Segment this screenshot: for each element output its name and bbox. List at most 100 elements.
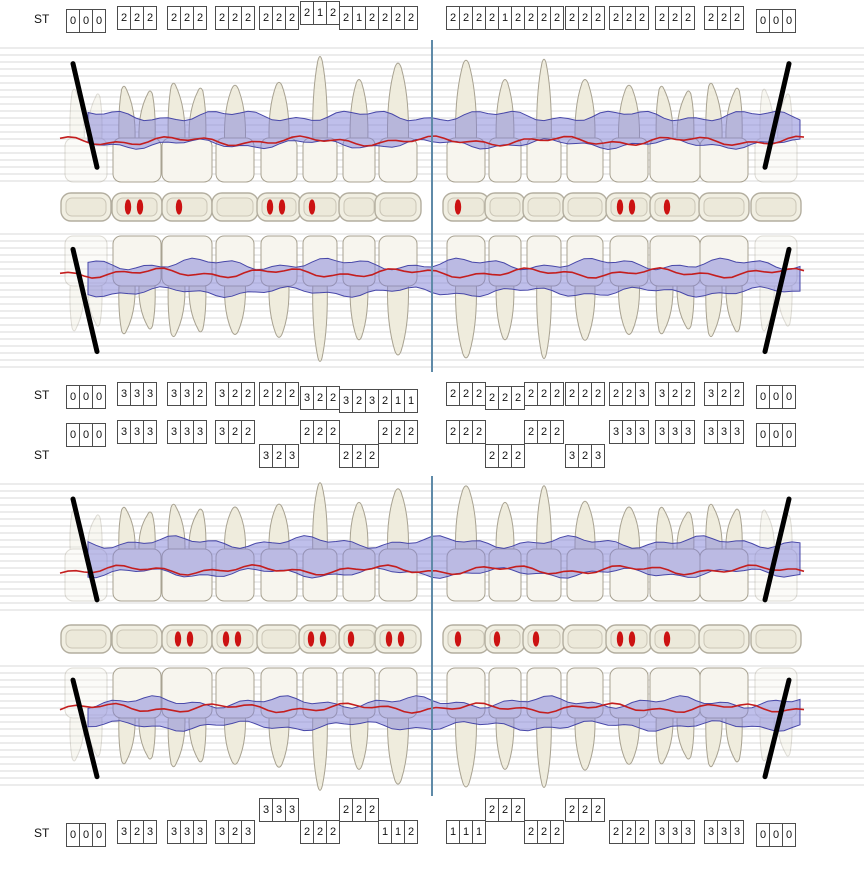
probing-depth-cell[interactable]: 3 — [272, 798, 286, 822]
probing-depth-cell[interactable]: 3 — [717, 820, 731, 844]
occlusal-surface-cell[interactable] — [111, 624, 163, 654]
probing-depth-cell[interactable]: 2 — [241, 6, 255, 30]
occlusal-surface-cell[interactable] — [605, 624, 653, 654]
probing-depth-cell[interactable]: 2 — [635, 6, 649, 30]
probing-depth-cell[interactable]: 2 — [565, 382, 579, 406]
probing-depth-cell[interactable]: 2 — [459, 6, 473, 30]
probing-depth-cell[interactable]: 2 — [485, 6, 499, 30]
probing-depth-cell[interactable]: 0 — [92, 823, 106, 847]
probing-depth-cell[interactable]: 2 — [326, 386, 340, 410]
probing-depth-cell[interactable]: 1 — [472, 820, 486, 844]
probing-depth-cell[interactable]: 2 — [498, 444, 512, 468]
probing-depth-cell[interactable]: 3 — [339, 389, 353, 413]
probing-depth-cell[interactable]: 3 — [143, 820, 157, 844]
probing-depth-cell[interactable]: 2 — [404, 820, 418, 844]
probing-depth-cell[interactable]: 0 — [782, 423, 796, 447]
occlusal-surface-cell[interactable] — [60, 192, 112, 222]
probing-depth-cell[interactable]: 3 — [730, 420, 744, 444]
probing-depth-cell[interactable]: 2 — [326, 1, 340, 25]
probing-depth-cell[interactable]: 0 — [66, 423, 80, 447]
tooth-drawing[interactable] — [446, 667, 486, 788]
occlusal-surface-cell[interactable] — [60, 624, 112, 654]
probing-depth-cell[interactable]: 2 — [472, 6, 486, 30]
probing-depth-cell[interactable]: 2 — [524, 420, 538, 444]
probing-depth-cell[interactable]: 3 — [117, 420, 131, 444]
probing-depth-cell[interactable]: 3 — [704, 820, 718, 844]
probing-depth-cell[interactable]: 0 — [66, 823, 80, 847]
probing-depth-cell[interactable]: 3 — [300, 386, 314, 410]
probing-depth-cell[interactable]: 1 — [404, 389, 418, 413]
probing-depth-cell[interactable]: 0 — [782, 823, 796, 847]
probing-depth-cell[interactable]: 2 — [459, 420, 473, 444]
probing-depth-cell[interactable]: 2 — [565, 6, 579, 30]
probing-depth-cell[interactable]: 0 — [769, 9, 783, 33]
occlusal-surface-cell[interactable] — [698, 624, 750, 654]
occlusal-surface-cell[interactable] — [649, 624, 701, 654]
probing-depth-cell[interactable]: 2 — [524, 820, 538, 844]
probing-depth-cell[interactable]: 2 — [228, 420, 242, 444]
probing-depth-cell[interactable]: 0 — [66, 385, 80, 409]
probing-depth-cell[interactable]: 3 — [193, 420, 207, 444]
probing-depth-cell[interactable]: 2 — [313, 420, 327, 444]
probing-depth-cell[interactable]: 2 — [730, 6, 744, 30]
occlusal-surface-cell[interactable] — [442, 624, 490, 654]
probing-depth-cell[interactable]: 2 — [578, 6, 592, 30]
probing-depth-cell[interactable]: 2 — [681, 382, 695, 406]
probing-depth-cell[interactable]: 3 — [655, 820, 669, 844]
probing-depth-cell[interactable]: 2 — [365, 444, 379, 468]
probing-depth-cell[interactable]: 0 — [756, 823, 770, 847]
probing-depth-cell[interactable]: 2 — [180, 6, 194, 30]
probing-depth-cell[interactable]: 3 — [704, 382, 718, 406]
probing-depth-cell[interactable]: 2 — [446, 6, 460, 30]
occlusal-surface-cell[interactable] — [111, 192, 163, 222]
probing-depth-cell[interactable]: 2 — [591, 382, 605, 406]
probing-depth-cell[interactable]: 2 — [550, 420, 564, 444]
probing-depth-cell[interactable]: 2 — [313, 820, 327, 844]
probing-depth-cell[interactable]: 3 — [285, 444, 299, 468]
probing-depth-cell[interactable]: 2 — [591, 6, 605, 30]
probing-depth-cell[interactable]: 3 — [259, 444, 273, 468]
probing-depth-cell[interactable]: 3 — [704, 420, 718, 444]
occlusal-surface-cell[interactable] — [522, 192, 566, 222]
probing-depth-cell[interactable]: 2 — [668, 382, 682, 406]
probing-depth-cell[interactable]: 2 — [130, 820, 144, 844]
probing-depth-cell[interactable]: 2 — [285, 6, 299, 30]
occlusal-surface-cell[interactable] — [161, 624, 213, 654]
probing-depth-cell[interactable]: 2 — [537, 382, 551, 406]
occlusal-surface-cell[interactable] — [338, 624, 380, 654]
probing-depth-cell[interactable]: 2 — [655, 6, 669, 30]
probing-depth-cell[interactable]: 2 — [228, 382, 242, 406]
probing-depth-cell[interactable]: 2 — [472, 420, 486, 444]
probing-depth-cell[interactable]: 2 — [668, 6, 682, 30]
probing-depth-cell[interactable]: 3 — [241, 820, 255, 844]
probing-depth-cell[interactable]: 2 — [622, 6, 636, 30]
probing-depth-cell[interactable]: 2 — [313, 386, 327, 410]
probing-depth-cell[interactable]: 2 — [285, 382, 299, 406]
occlusal-surface-cell[interactable] — [442, 192, 490, 222]
probing-depth-cell[interactable]: 2 — [485, 798, 499, 822]
probing-depth-cell[interactable]: 0 — [769, 823, 783, 847]
probing-depth-cell[interactable]: 0 — [79, 9, 93, 33]
probing-depth-cell[interactable]: 1 — [391, 389, 405, 413]
tooth-drawing[interactable] — [302, 235, 338, 362]
probing-depth-cell[interactable]: 2 — [537, 420, 551, 444]
probing-depth-cell[interactable]: 3 — [365, 389, 379, 413]
probing-depth-cell[interactable]: 2 — [300, 420, 314, 444]
probing-depth-cell[interactable]: 3 — [591, 444, 605, 468]
probing-depth-cell[interactable]: 2 — [272, 444, 286, 468]
probing-depth-cell[interactable]: 2 — [511, 386, 525, 410]
probing-depth-cell[interactable]: 2 — [391, 420, 405, 444]
probing-depth-cell[interactable]: 2 — [404, 420, 418, 444]
probing-depth-cell[interactable]: 2 — [730, 382, 744, 406]
probing-depth-cell[interactable]: 2 — [446, 420, 460, 444]
probing-depth-cell[interactable]: 2 — [404, 6, 418, 30]
probing-depth-cell[interactable]: 2 — [550, 820, 564, 844]
probing-depth-cell[interactable]: 2 — [352, 798, 366, 822]
probing-depth-cell[interactable]: 2 — [117, 6, 131, 30]
probing-depth-cell[interactable]: 2 — [511, 444, 525, 468]
probing-depth-cell[interactable]: 3 — [130, 420, 144, 444]
probing-depth-cell[interactable]: 3 — [143, 420, 157, 444]
probing-depth-cell[interactable]: 2 — [326, 820, 340, 844]
probing-depth-cell[interactable]: 3 — [668, 420, 682, 444]
probing-depth-cell[interactable]: 2 — [578, 444, 592, 468]
